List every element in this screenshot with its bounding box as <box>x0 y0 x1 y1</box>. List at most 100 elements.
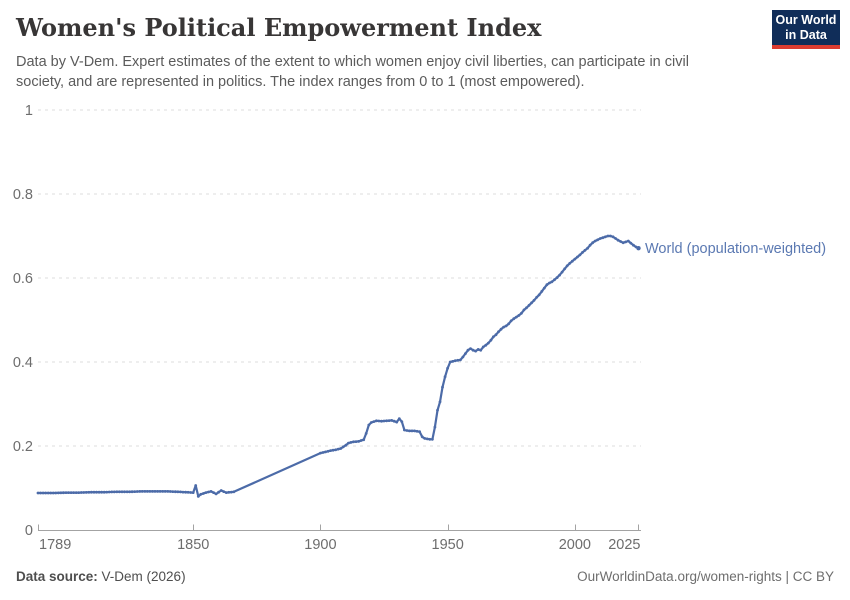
data-point-marker <box>79 491 83 494</box>
x-axis-tick-label: 1950 <box>432 537 464 553</box>
data-point-marker <box>168 490 172 493</box>
data-point-marker <box>222 490 226 493</box>
data-point-marker <box>69 491 73 494</box>
data-point-marker <box>456 358 460 362</box>
data-point-marker <box>324 450 327 454</box>
data-point-marker <box>558 273 561 277</box>
data-point-marker <box>224 491 228 494</box>
data-source-label: Data source: <box>16 569 98 584</box>
data-point-marker <box>151 490 154 493</box>
data-point-marker <box>112 490 116 494</box>
data-point-marker <box>166 490 170 493</box>
data-point-marker <box>611 235 615 239</box>
data-point-marker <box>433 425 437 429</box>
data-point-marker <box>555 276 559 279</box>
x-axis-tick-label: 2000 <box>559 537 591 553</box>
data-point-marker <box>51 491 55 495</box>
data-point-marker <box>319 451 322 455</box>
data-point-marker <box>125 490 129 494</box>
data-point-marker <box>380 419 383 423</box>
data-point-marker <box>438 400 442 404</box>
data-point-marker <box>497 330 500 334</box>
data-point-marker <box>341 445 345 449</box>
data-point-marker <box>619 240 622 243</box>
data-point-marker <box>410 429 414 433</box>
data-point-marker <box>507 322 511 326</box>
data-point-marker <box>400 420 404 423</box>
data-point-marker <box>385 419 388 423</box>
data-point-marker <box>499 327 503 331</box>
data-point-marker <box>474 349 477 353</box>
data-point-marker <box>486 341 490 345</box>
y-axis-tick-label: 0.2 <box>13 439 33 455</box>
data-point-marker <box>57 491 60 495</box>
series-line[interactable] <box>36 234 640 498</box>
data-point-marker <box>550 280 554 284</box>
data-point-marker <box>632 243 635 247</box>
owid-logo: Our World in Data <box>772 10 840 49</box>
data-point-marker <box>476 348 480 351</box>
data-point-marker <box>614 237 617 240</box>
data-point-marker <box>560 270 564 274</box>
data-point-marker <box>616 238 620 242</box>
data-point-marker <box>212 491 216 494</box>
data-point-marker <box>62 491 65 495</box>
page-title: Women's Political Empowerment Index <box>16 13 542 42</box>
data-point-marker <box>46 491 50 495</box>
owid-logo-line2: in Data <box>785 27 827 42</box>
data-point-marker <box>107 490 111 494</box>
data-point-marker <box>359 439 363 442</box>
owid-article-link[interactable]: OurWorldinData.org/women-rights | CC BY <box>577 569 834 584</box>
data-point-marker <box>624 240 628 244</box>
data-point-marker <box>87 490 91 494</box>
data-point-marker <box>156 490 160 493</box>
data-point-marker <box>466 348 470 352</box>
data-point-marker <box>568 261 572 265</box>
data-point-marker <box>176 490 180 494</box>
series-label[interactable]: World (population-weighted) <box>645 241 826 257</box>
data-point-marker <box>189 491 193 494</box>
x-axis-tick-label: 1850 <box>177 537 209 553</box>
data-point-marker <box>214 492 218 496</box>
data-point-marker <box>232 490 236 494</box>
data-point-marker <box>74 491 78 494</box>
data-point-marker <box>133 490 137 493</box>
chart-header: Women's Political Empowerment Index Data… <box>16 13 761 92</box>
data-point-marker <box>418 430 421 434</box>
data-point-marker <box>92 490 96 494</box>
chart-footer: Data source: V-Dem (2026) OurWorldinData… <box>16 569 834 584</box>
data-point-marker <box>179 490 182 494</box>
x-axis-tick-label: 1900 <box>304 537 336 553</box>
data-point-marker <box>621 241 625 245</box>
data-point-marker <box>423 437 427 440</box>
data-point-marker <box>586 246 589 250</box>
data-point-marker <box>194 484 198 487</box>
data-point-marker <box>171 490 175 493</box>
x-axis-tick-label: 1789 <box>39 537 71 553</box>
data-point-marker <box>469 347 472 350</box>
data-point-marker <box>174 490 177 494</box>
data-point-marker <box>186 490 190 494</box>
data-point-marker <box>44 491 47 495</box>
data-point-marker <box>339 447 343 450</box>
data-point-marker <box>481 345 485 349</box>
data-point-marker <box>492 335 495 339</box>
data-point-marker <box>140 490 144 493</box>
data-point-marker <box>459 358 462 362</box>
data-point-marker <box>100 490 103 494</box>
data-point-marker <box>413 429 416 433</box>
data-point-marker <box>334 448 338 452</box>
data-point-marker <box>570 259 574 263</box>
data-point-marker <box>105 490 109 494</box>
data-point-marker <box>95 490 98 494</box>
data-point-marker <box>382 419 386 423</box>
data-point-marker <box>565 264 569 268</box>
data-point-marker <box>326 449 330 453</box>
data-point-marker <box>431 437 434 441</box>
data-point-marker <box>135 490 139 493</box>
data-point-marker <box>329 449 332 452</box>
data-point-marker <box>90 490 93 494</box>
